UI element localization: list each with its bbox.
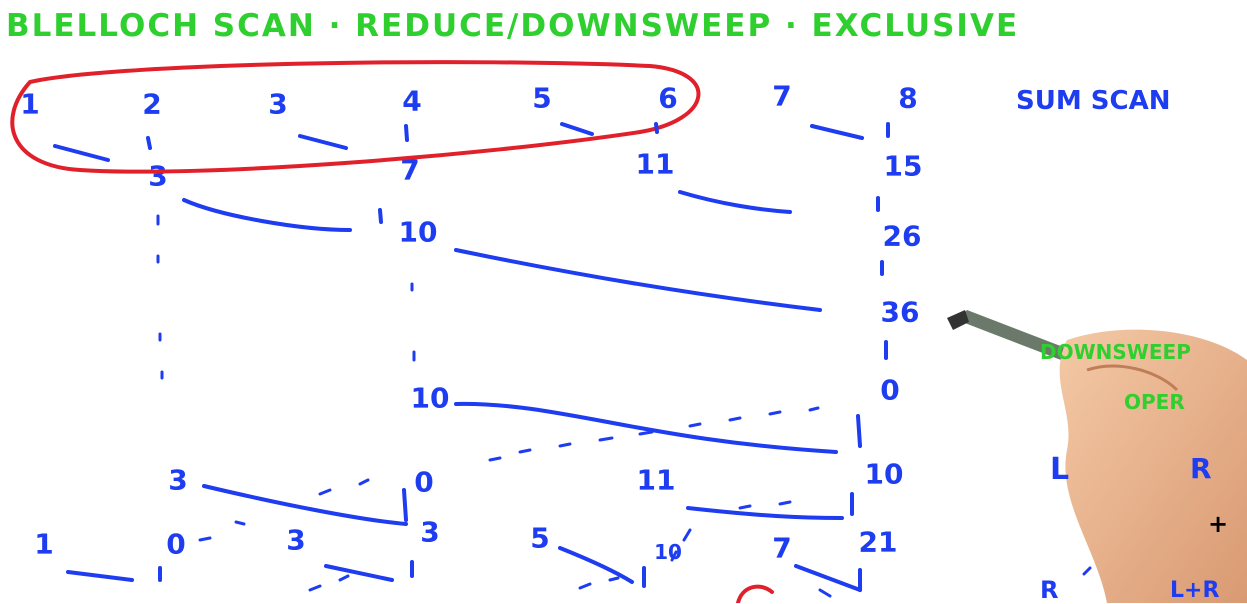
downsweep-value: 0 [414,465,434,499]
sum-scan-label: SUM SCAN [1016,86,1171,116]
result-value: 1 [34,527,54,561]
downsweep-value: 3 [168,463,188,497]
result-value: 21 [858,525,898,559]
legend-left: L [1050,452,1070,487]
reduce-root-value: 36 [880,295,920,329]
reduce-value: 15 [883,149,923,183]
legend-bottom-lr: L+R [1170,578,1220,603]
reduce-value: 10 [398,215,438,249]
downsweep-value: 11 [636,463,676,497]
downsweep-label: DOWNSWEEP [1040,340,1191,364]
identity-value: 0 [880,373,900,407]
input-value: 7 [772,79,792,113]
downsweep-value: 10 [864,457,904,491]
legend-bottom-r: R [1040,576,1059,604]
reduce-value: 3 [148,159,168,193]
presenter-hand-image [947,310,1247,603]
input-value: 3 [268,87,288,121]
highlight-arc [736,584,774,603]
input-value: 5 [532,81,552,115]
downsweep-value: 10 [410,381,450,415]
result-value: 7 [772,531,792,565]
diagram-title: BLELLOCH SCAN · REDUCE/DOWNSWEEP · EXCLU… [6,8,1020,44]
input-value: 4 [402,84,422,118]
input-value: 6 [658,81,678,115]
result-value: 3 [286,523,306,557]
result-value: 5 [530,521,550,555]
oper-label: OPER [1124,390,1185,414]
reduce-value: 26 [882,219,922,253]
highlight-circle [10,60,701,174]
input-value: 2 [142,87,162,121]
input-value: 8 [898,81,918,115]
result-value: 3 [420,515,440,549]
legend-right: R [1190,452,1212,485]
reduce-value: 11 [635,147,675,181]
legend-plus: + [1208,510,1229,538]
input-value: 1 [20,87,40,121]
result-value: 0 [166,527,186,561]
reduce-value: 7 [400,153,420,187]
